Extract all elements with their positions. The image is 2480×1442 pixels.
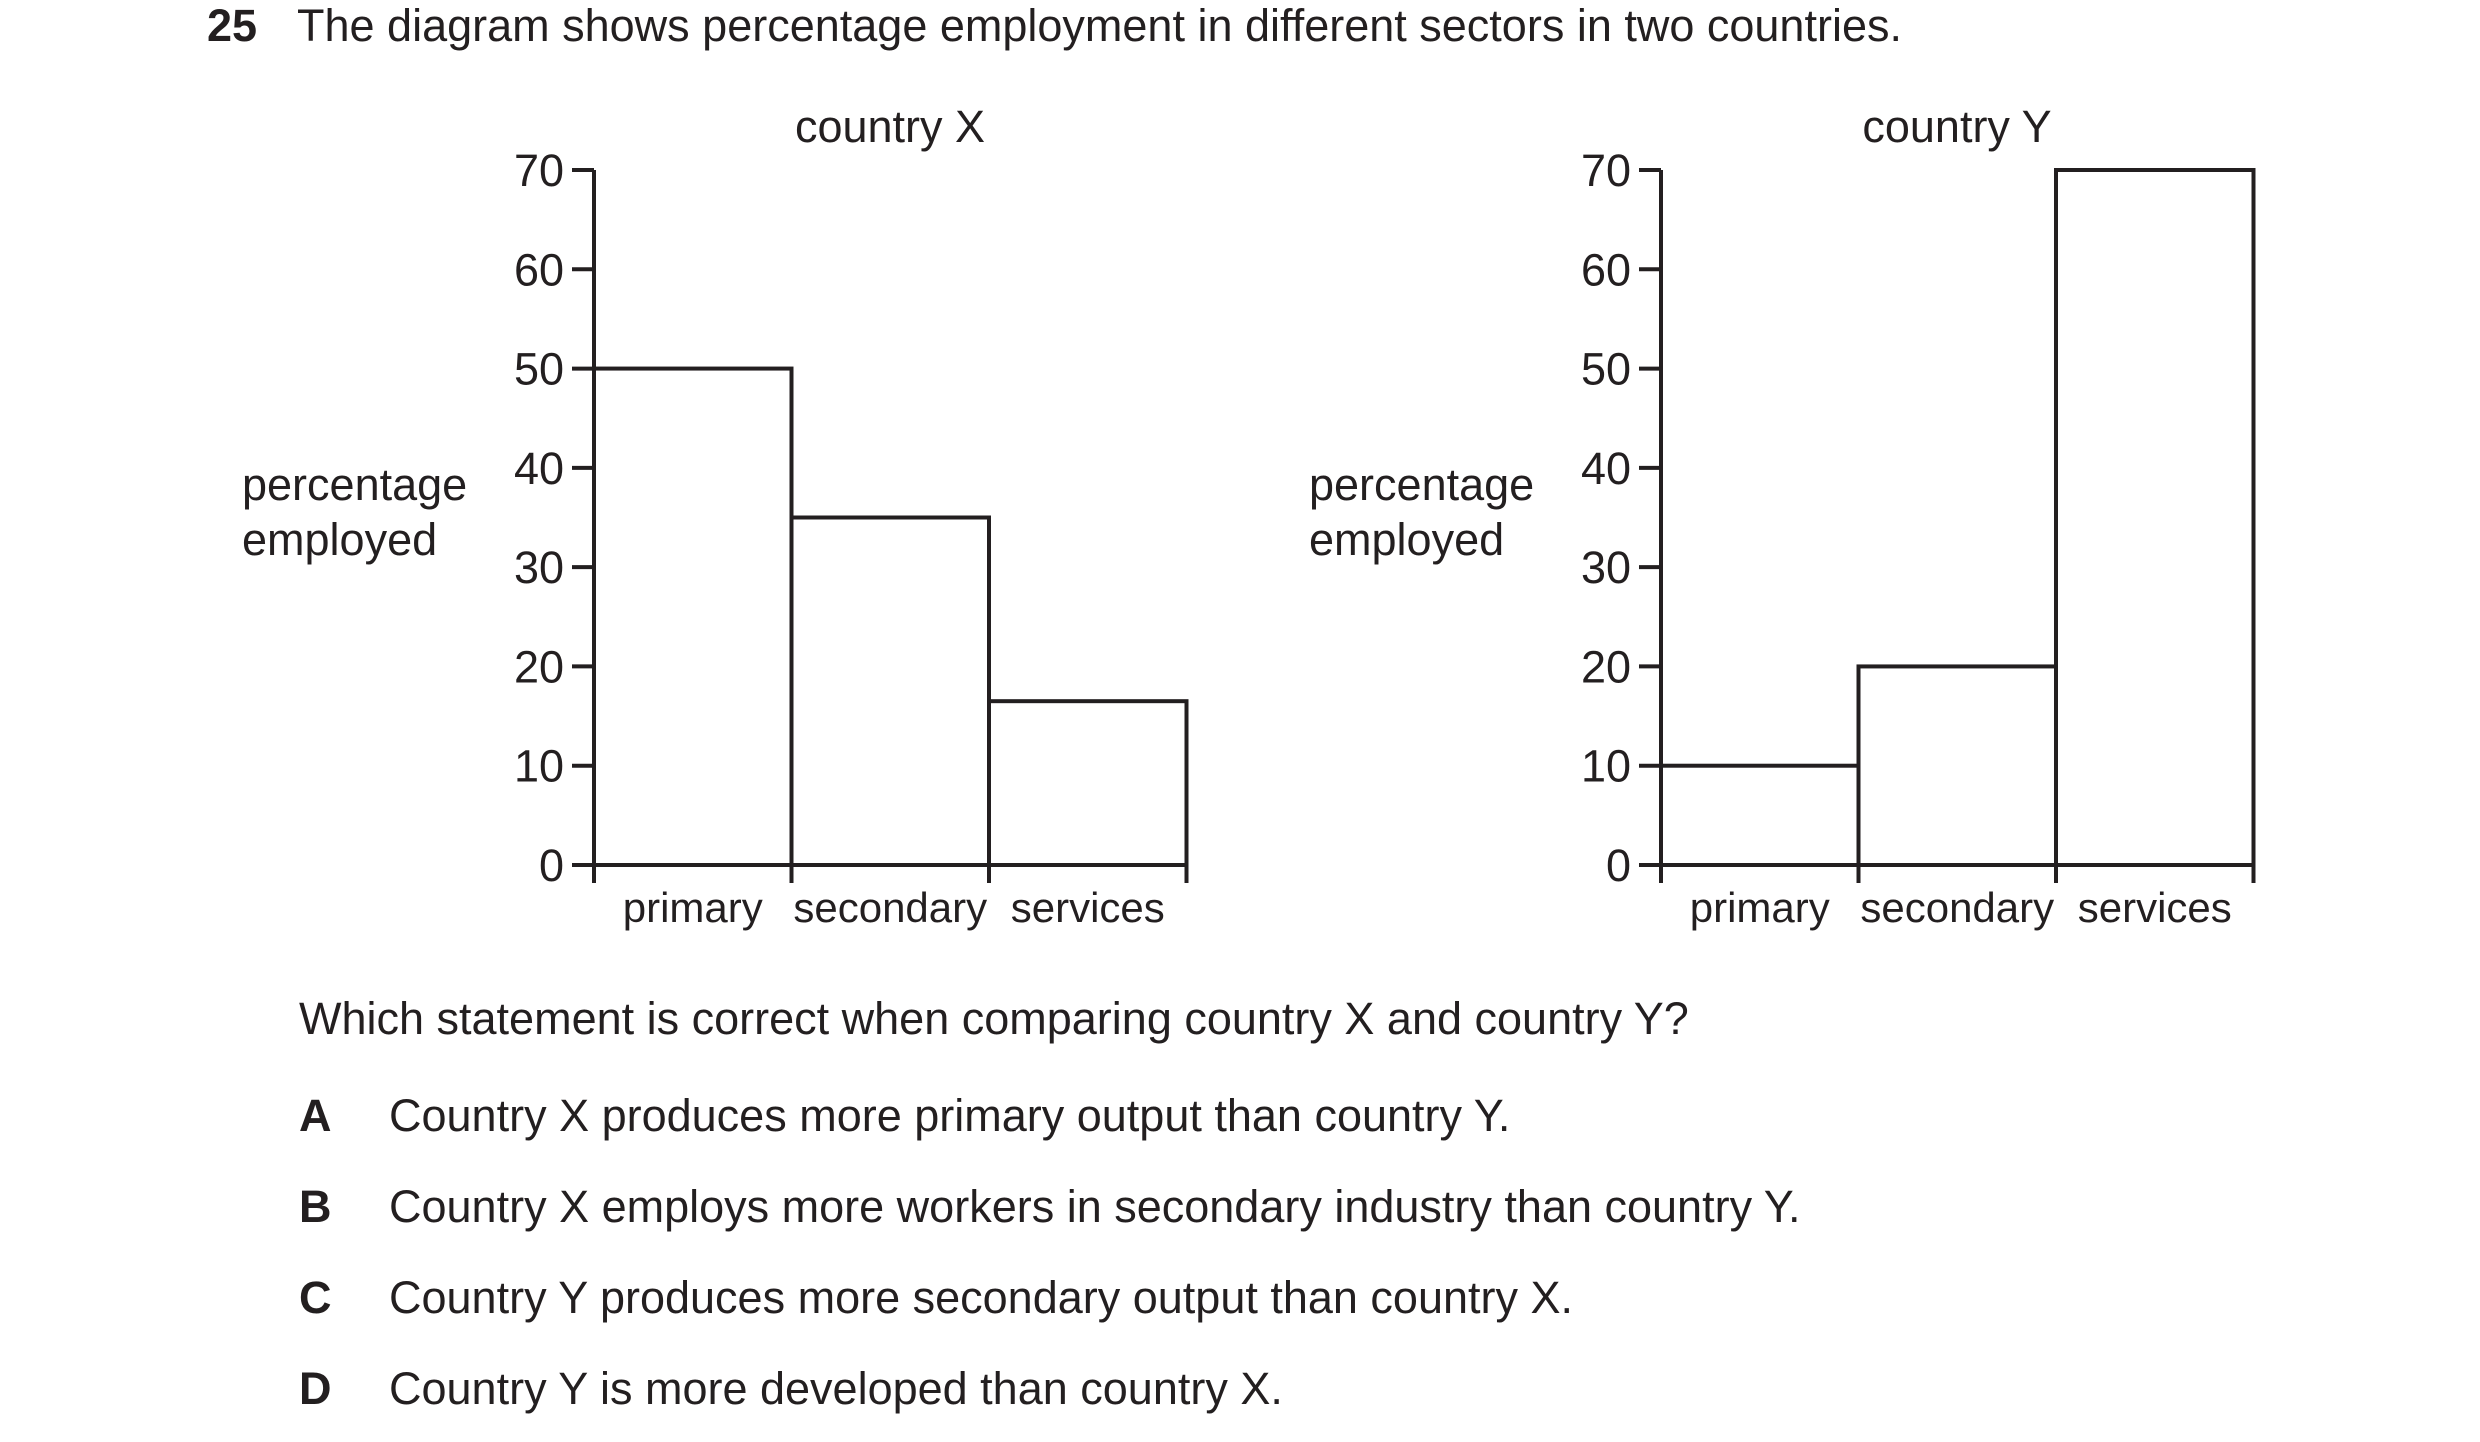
chart-x-bar-primary: [592, 366, 794, 867]
option-d-letter: D: [299, 1363, 332, 1414]
chart-x-bar-services: [987, 699, 1189, 868]
chart-x-ylabel-line-2: employed: [242, 514, 437, 565]
chart-x-bar-secondary: [789, 515, 991, 867]
option-c-letter: C: [299, 1272, 332, 1323]
chart-x-category-label-services: services: [1011, 884, 1165, 931]
chart-y-ytick-label-70: 70: [1581, 145, 1631, 196]
chart-x-ytick-label-20: 20: [514, 641, 564, 692]
chart-y-title: country Y: [1862, 101, 2051, 152]
chart-y-bar-secondary: [1856, 664, 2058, 868]
option-d[interactable]: D Country Y is more developed than countr…: [299, 1363, 1283, 1415]
option-d-text: Country Y is more developed than country…: [389, 1363, 1283, 1414]
question-header: 25 The diagram shows percentage employmen…: [207, 0, 1902, 52]
chart-y-category-label-primary: primary: [1690, 884, 1830, 931]
chart-x-title: country X: [795, 101, 985, 152]
option-a[interactable]: A Country X produces more primary output …: [299, 1090, 1510, 1142]
chart-y-ytick-label-50: 50: [1581, 344, 1631, 395]
chart-x-ytick-label-10: 10: [514, 741, 564, 792]
question-number: 25: [207, 0, 258, 51]
chart-x-ytick-label-30: 30: [514, 542, 564, 593]
option-b-letter: B: [299, 1181, 332, 1232]
question-text: The diagram shows percentage employment …: [297, 0, 1902, 51]
chart-x-ylabel-line-1: percentage: [242, 459, 467, 510]
chart-y-category-label-secondary: secondary: [1860, 884, 2054, 931]
chart-y-ylabel-line-2: employed: [1309, 514, 1504, 565]
option-b-text: Country X employs more workers in second…: [389, 1181, 1801, 1232]
option-a-text: Country X produces more primary output t…: [389, 1090, 1511, 1141]
option-c[interactable]: C Country Y produces more secondary outpu…: [299, 1272, 1573, 1324]
chart-y-ytick-label-60: 60: [1581, 244, 1631, 295]
chart-y-ylabel-line-1: percentage: [1309, 459, 1534, 510]
chart-y-ytick-label-10: 10: [1581, 741, 1631, 792]
chart-x-ytick-label-60: 60: [514, 244, 564, 295]
chart-x-ytick-label-0: 0: [539, 840, 564, 891]
chart-x-category-label-secondary: secondary: [793, 884, 987, 931]
chart-y-ytick-label-20: 20: [1581, 641, 1631, 692]
chart-x-ytick-label-50: 50: [514, 344, 564, 395]
chart-x-ytick-label-70: 70: [514, 145, 564, 196]
chart-y-ytick-label-30: 30: [1581, 542, 1631, 593]
chart-y-ytick-label-0: 0: [1606, 840, 1631, 891]
option-b[interactable]: B Country X employs more workers in secon…: [299, 1181, 1800, 1233]
chart-x-category-label-primary: primary: [623, 884, 763, 931]
chart-x-ytick-label-40: 40: [514, 443, 564, 494]
chart-y-category-label-services: services: [2078, 884, 2232, 931]
charts-figure: country Xpercentageemployed0102030405060…: [242, 101, 2256, 931]
chart-y-ytick-label-40: 40: [1581, 443, 1631, 494]
option-a-letter: A: [299, 1090, 332, 1141]
option-c-text: Country Y produces more secondary output…: [389, 1272, 1574, 1323]
chart-y-bar-primary: [1659, 763, 1861, 868]
chart-y-bar-services: [2054, 168, 2256, 867]
question-stem: Which statement is correct when comparin…: [299, 993, 1689, 1044]
